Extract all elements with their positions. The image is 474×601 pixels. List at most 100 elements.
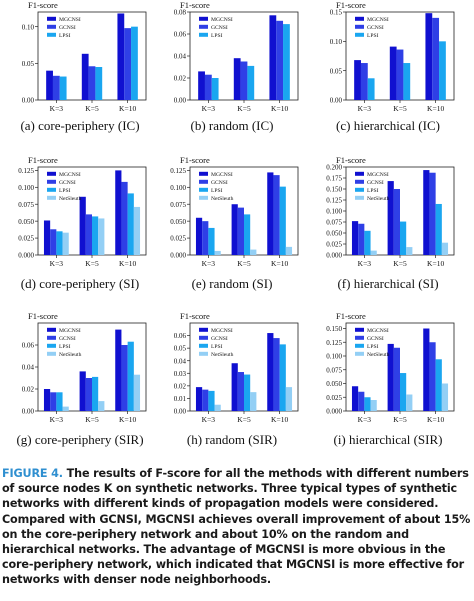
y-tick-label: 0.075 [170,201,186,209]
bar-gcnsi-k-5 [85,378,92,411]
bar-mgcnsi-k-5 [81,53,89,100]
bar-netsleuth-k-5 [98,218,105,255]
x-tick-label: K=10 [119,104,136,113]
x-tick-label: K=10 [427,104,444,113]
legend-label-lpsi: LPSI [211,33,223,39]
y-tick-label: 0.100 [326,353,342,361]
bar-gcnsi-k-3 [204,74,212,100]
legend-label-gcnsi: GCNSI [211,180,228,186]
chart-a-core-periphery-ic: F1-score 0.00 0.05 0.10 K=3 K=5 K=10 MGCNSI GCNS… [20,0,147,133]
bar-lpsi-k-5 [244,214,251,255]
bar-netsleuth-k-10 [133,206,141,255]
bar-lpsi-k-3 [364,230,371,255]
bar-lpsi-k-3 [56,231,63,255]
bar-gcnsi-k-3 [52,75,60,100]
chart-title: (i) hierarchical (SIR) [333,432,442,447]
bar-lpsi-k-3 [208,390,215,411]
bar-gcnsi-k-5 [393,189,400,255]
legend-label-netsleuth: NetSleuth [367,196,390,202]
x-tick-label: K=10 [427,259,444,268]
bar-mgcnsi-k-10 [267,333,274,411]
chart-g-core-periphery-sir: F1-score 0.00 0.02 0.04 0.06 K=3 K=5 K=10 MGCNSI… [16,311,147,447]
y-tick-label: 0.025 [170,235,186,243]
bar-mgcnsi-k-3 [351,221,359,255]
bar-gcnsi-k-3 [358,223,365,255]
legend-swatch-lpsi [355,187,364,192]
y-tick-label: 0.100 [18,184,34,192]
chart-b-random-ic: F1-score 0.00 0.02 0.04 0.06 0.08 K=3 K=5 K=10 MG… [174,0,299,133]
y-tick-label: 0.00 [174,97,187,105]
legend-swatch-gcnsi [47,179,56,184]
bar-mgcnsi-k-3 [46,70,53,100]
bar-mgcnsi-k-5 [79,371,86,411]
y-tick-label: 0.050 [170,218,186,226]
legend-swatch-lpsi [47,343,56,348]
x-tick-label: K=3 [50,104,64,113]
y-tick-label: 0.000 [326,408,342,416]
y-tick-label: 0.150 [326,325,342,333]
bar-mgcnsi-k-10 [117,13,125,100]
bar-gcnsi-k-5 [85,214,92,255]
legend-label-gcnsi: GCNSI [211,336,228,342]
legend-label-lpsi: LPSI [59,188,71,194]
bar-gcnsi-k-10 [432,17,440,100]
legend-swatch-lpsi [199,32,208,37]
legend-swatch-lpsi [199,343,208,348]
bar-gcnsi-k-5 [237,207,244,255]
bar-lpsi-k-5 [400,373,407,411]
y-tick-label: 0.000 [18,252,34,260]
bar-mgcnsi-k-10 [425,13,433,101]
bar-mgcnsi-k-10 [423,170,430,255]
legend-swatch-gcnsi [47,335,56,340]
bar-mgcnsi-k-5 [231,204,238,255]
y-tick-label: 0.05 [330,67,343,75]
bar-mgcnsi-k-10 [115,170,122,255]
chart-title: (e) random (SI) [192,276,273,291]
y-axis-label: F1-score [336,155,366,165]
bar-mgcnsi-k-3 [195,387,203,411]
bar-netsleuth-k-5 [250,249,257,255]
y-tick-label: 0.04 [174,357,187,365]
y-axis-label: F1-score [180,155,210,165]
x-tick-label: K=10 [119,415,136,424]
legend-swatch-mgcnsi [47,171,56,176]
bar-mgcnsi-k-3 [354,60,361,100]
bar-gcnsi-k-10 [121,181,128,255]
legend-label-mgcnsi: MGCNSI [367,328,389,334]
legend-swatch-netsleuth [47,351,56,356]
bar-gcnsi-k-10 [429,172,436,255]
bar-mgcnsi-k-3 [43,220,51,255]
legend-swatch-mgcnsi [199,16,208,21]
legend-swatch-mgcnsi [199,327,208,332]
y-tick-label: 0.05 [174,345,187,353]
bar-mgcnsi-k-5 [387,181,394,255]
chart-h-random-sir: F1-score 0.00 0.01 0.02 0.03 0.04 0.05 0.06 K=3 K… [174,311,299,447]
y-axis-label: F1-score [180,0,210,10]
y-tick-label: 0.100 [326,208,342,216]
legend-label-lpsi: LPSI [367,33,379,39]
legend-label-gcnsi: GCNSI [367,25,384,31]
x-tick-label: K=10 [427,415,444,424]
chart-d-core-periphery-si: F1-score 0.000 0.025 0.050 0.075 0.100 0.125 K=… [18,155,147,291]
legend-swatch-gcnsi [199,24,208,29]
bar-gcnsi-k-10 [273,175,280,255]
chart-i-hierarchical-sir: F1-score 0.000 0.025 0.050 0.075 0.100 0.125 0.… [326,311,455,447]
legend-label-gcnsi: GCNSI [59,25,76,31]
bar-netsleuth-k-3 [62,406,69,411]
y-tick-label: 0.125 [170,167,186,175]
legend-swatch-mgcnsi [47,16,56,21]
y-tick-label: 0.06 [174,31,187,39]
bar-netsleuth-k-5 [406,247,413,255]
bar-gcnsi-k-3 [360,63,368,100]
y-tick-label: 0.00 [22,97,35,105]
legend-swatch-netsleuth [47,195,56,200]
y-tick-label: 0.00 [330,97,343,105]
y-tick-label: 0.025 [326,241,342,249]
y-tick-label: 0.100 [170,184,186,192]
caption-label: FIGURE 4. [2,467,63,480]
y-axis-label: F1-score [180,311,210,321]
legend-swatch-mgcnsi [199,171,208,176]
y-tick-label: 0.125 [18,167,34,175]
bar-lpsi-k-5 [403,63,411,100]
legend-swatch-netsleuth [355,195,364,200]
